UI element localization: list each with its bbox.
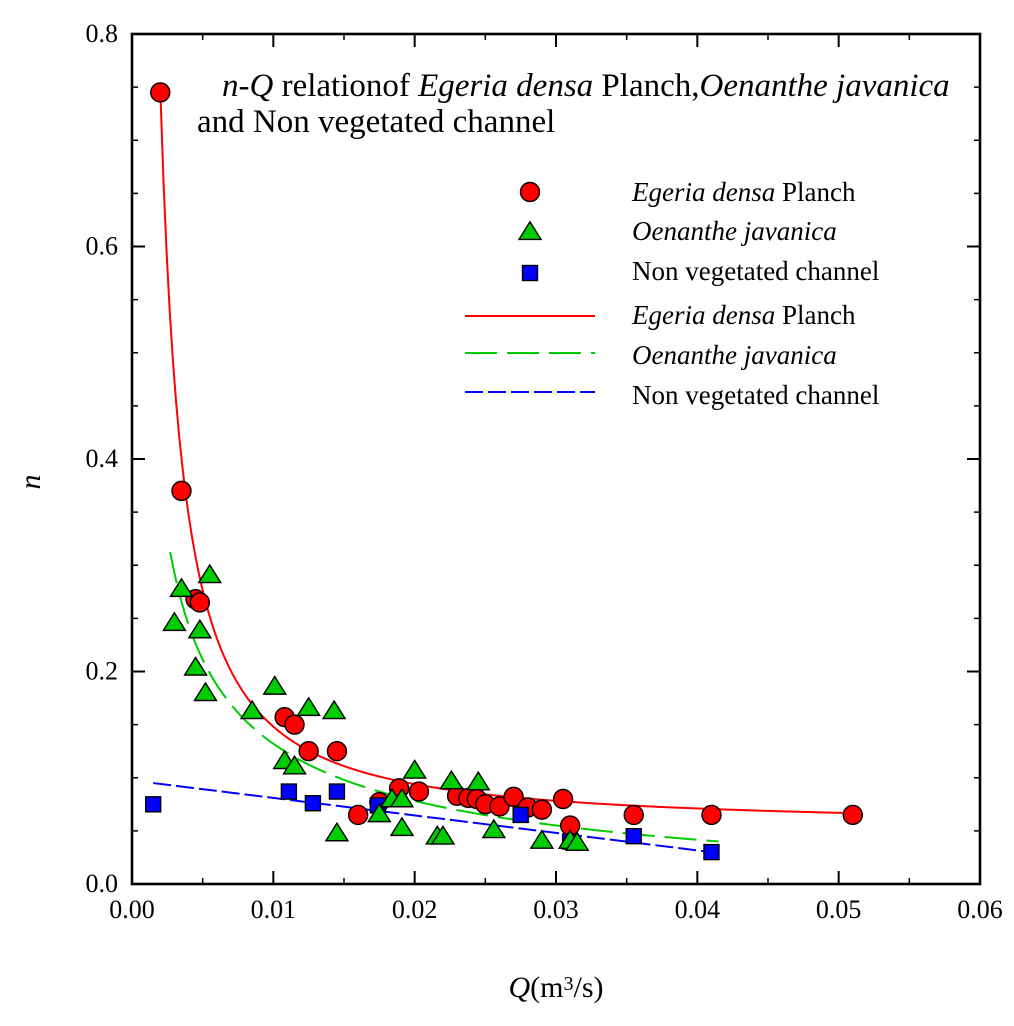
svg-text:0.4: 0.4 xyxy=(86,444,119,473)
svg-text:0.8: 0.8 xyxy=(86,19,119,48)
svg-text:0.02: 0.02 xyxy=(392,895,438,924)
svg-text:Egeria densa Planch: Egeria densa Planch xyxy=(631,300,856,330)
svg-text:n: n xyxy=(14,475,47,490)
svg-text:Q(m3/s): Q(m3/s) xyxy=(509,971,604,1004)
svg-text:0.04: 0.04 xyxy=(675,895,721,924)
svg-text:n-Q relationof Egeria densa Pl: n-Q relationof Egeria densa Planch,Oenan… xyxy=(222,68,950,104)
svg-text:0.06: 0.06 xyxy=(957,895,1003,924)
svg-text:0.05: 0.05 xyxy=(816,895,862,924)
svg-text:Egeria densa Planch: Egeria densa Planch xyxy=(631,177,856,207)
svg-text:0.01: 0.01 xyxy=(251,895,297,924)
svg-text:Non vegetated channel: Non vegetated channel xyxy=(632,256,879,286)
svg-text:Oenanthe javanica: Oenanthe javanica xyxy=(632,340,837,370)
svg-text:0.03: 0.03 xyxy=(533,895,579,924)
svg-text:Oenanthe javanica: Oenanthe javanica xyxy=(632,216,837,246)
svg-text:0.6: 0.6 xyxy=(86,232,119,261)
svg-text:0.00: 0.00 xyxy=(109,895,155,924)
svg-text:0.0: 0.0 xyxy=(86,869,119,898)
svg-text:0.2: 0.2 xyxy=(86,657,119,686)
svg-text:Non vegetated channel: Non vegetated channel xyxy=(632,380,879,410)
svg-text:and Non vegetated channel: and Non vegetated channel xyxy=(197,104,555,140)
